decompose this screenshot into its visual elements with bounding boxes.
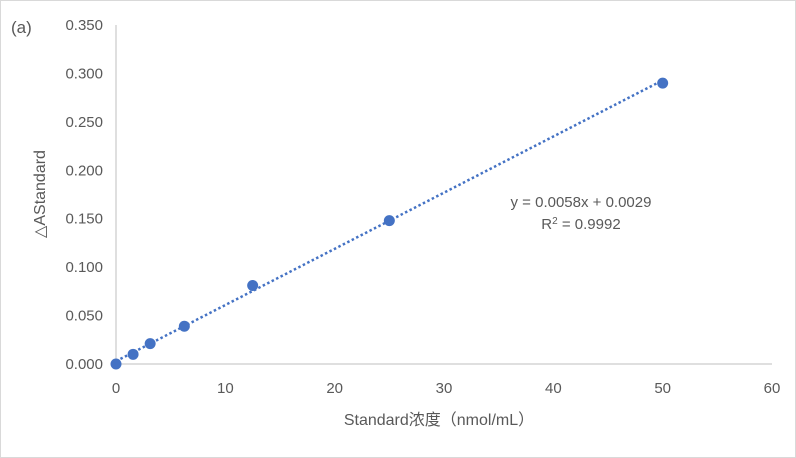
- x-axis-title: Standard浓度（nmol/mL）: [344, 411, 534, 429]
- y-tick-labels: 0.000 0.050 0.100 0.150 0.200 0.250 0.300 0.350: [65, 17, 103, 373]
- data-point: [178, 320, 190, 332]
- data-point: [110, 358, 122, 370]
- y-tick-label: 0.100: [65, 259, 103, 276]
- x-tick-label: 30: [436, 380, 453, 397]
- y-axis-title: △AStandard: [32, 150, 49, 238]
- x-tick-label: 60: [764, 380, 781, 397]
- trendline-equation: y = 0.0058x + 0.0029: [511, 194, 652, 211]
- y-tick-label: 0.200: [65, 162, 103, 179]
- y-tick-label: 0.150: [65, 211, 103, 228]
- r2-value: = 0.9992: [558, 216, 621, 233]
- x-tick-label: 0: [112, 380, 120, 397]
- r-squared-label: R2 = 0.9992: [541, 216, 620, 234]
- x-tick-label: 10: [217, 380, 234, 397]
- data-point: [127, 348, 139, 360]
- data-points: [110, 77, 669, 370]
- x-tick-label: 50: [654, 380, 671, 397]
- y-tick-label: 0.000: [65, 356, 103, 373]
- y-tick-label: 0.050: [65, 308, 103, 325]
- x-tick-label: 40: [545, 380, 562, 397]
- y-tick-label: 0.250: [65, 114, 103, 131]
- r2-prefix: R: [541, 216, 552, 233]
- data-point: [383, 215, 395, 227]
- x-tick-label: 20: [326, 380, 343, 397]
- data-point: [657, 77, 669, 89]
- y-tick-label: 0.350: [65, 17, 103, 34]
- data-point: [247, 280, 259, 292]
- data-point: [144, 338, 156, 350]
- r2-superscript: 2: [552, 216, 558, 227]
- panel-label: (a): [11, 18, 32, 37]
- y-tick-label: 0.300: [65, 65, 103, 82]
- x-tick-labels: 0 10 20 30 40 50 60: [112, 380, 781, 397]
